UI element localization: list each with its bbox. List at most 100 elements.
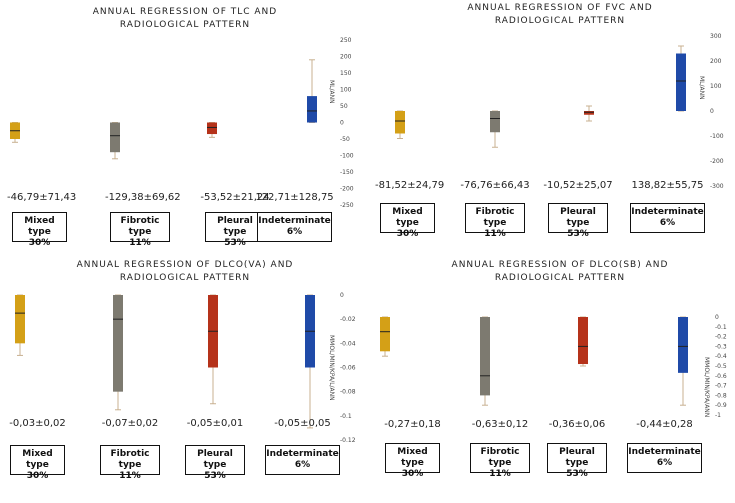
y-tick-label: -200	[710, 158, 724, 165]
box	[207, 122, 217, 135]
category-label-box: Fibrotic type 11%	[470, 443, 530, 479]
y-tick-label: 250	[340, 37, 352, 44]
category-percent: 6%	[659, 218, 676, 228]
category-percent: 11%	[489, 469, 511, 479]
y-tick-label: 150	[340, 70, 352, 77]
stat-label: -81,52±24,79	[375, 180, 445, 191]
stat-label: -0,03±0,02	[9, 418, 66, 429]
stat-label: -0,44±0,28	[636, 419, 693, 430]
box	[676, 53, 686, 111]
chart-title: ANNUAL REGRESSION OF FVC AND RADIOLOGICAL…	[445, 2, 675, 28]
chart-title-line: ANNUAL REGRESSION OF FVC AND	[467, 3, 653, 13]
category-label-box: Mixed type 30%	[10, 445, 65, 481]
box	[307, 96, 317, 123]
chart-panel: ANNUAL REGRESSION OF TLC AND RADIOLOGICAL…	[0, 0, 365, 248]
category-label-box: Indeterminate 6%	[265, 445, 340, 475]
chart-title-line: ANNUAL REGRESSION OF DLCO(VA) AND	[76, 260, 294, 270]
category-name: Mixed type	[392, 207, 423, 228]
category-name: Indeterminate	[266, 449, 339, 459]
category-name: Indeterminate	[258, 216, 331, 226]
category-label-box: Fibrotic type 11%	[100, 445, 160, 481]
category-label-box: Indeterminate 6%	[627, 443, 702, 473]
chart-title-line: ANNUAL REGRESSION OF DLCO(SB) AND	[451, 260, 669, 270]
y-tick-label: -250	[340, 202, 354, 209]
y-axis-label: ML/ANN	[328, 80, 335, 104]
stat-label: -0,05±0,01	[186, 418, 244, 429]
y-tick-label: -100	[710, 133, 724, 140]
category-label-box: Pleural type 53%	[185, 445, 245, 481]
box	[584, 111, 594, 115]
y-tick-label: -0.02	[340, 316, 356, 323]
category-percent: 53%	[567, 229, 589, 239]
chart-panel: ANNUAL REGRESSION OF DLCO(VA) AND RADIOLO…	[0, 255, 365, 503]
stat-label: -0,63±0,12	[471, 419, 529, 430]
plot-area: 0 -0.02 -0.04 -0.06 -0.08 -0.1 -0.12	[15, 292, 356, 444]
category-name: Mixed type	[24, 216, 55, 237]
stat-label: -53,52±21,24	[200, 192, 270, 203]
category-percent: 11%	[484, 229, 506, 239]
box	[15, 295, 25, 344]
category-name: Fibrotic type	[110, 449, 150, 470]
chart-title-line: ANNUAL REGRESSION OF TLC AND	[92, 7, 278, 17]
category-name: Indeterminate	[628, 447, 701, 457]
category-name: Mixed type	[22, 449, 53, 470]
category-name: Pleural type	[197, 449, 233, 470]
category-label-box: Indeterminate 6%	[630, 203, 705, 233]
box	[113, 295, 123, 392]
y-axis-label: ML/ANN	[698, 76, 705, 100]
y-tick-label: 0	[715, 314, 719, 321]
y-axis-label: MMOL/MIN/KPA/ANN	[703, 357, 710, 418]
box	[395, 111, 405, 134]
category-label-box: Mixed type 30%	[12, 212, 67, 248]
category-label-box: Fibrotic type 11%	[110, 212, 170, 248]
y-tick-label: -0.12	[340, 437, 356, 444]
category-percent: 53%	[204, 471, 226, 481]
stat-label: 122,71±128,75	[255, 192, 334, 203]
category-label-box: Indeterminate 6%	[257, 212, 332, 242]
y-tick-label: -0.1	[715, 324, 727, 331]
chart-title-line: RADIOLOGICAL PATTERN	[494, 16, 626, 26]
category-name: Pleural type	[559, 447, 595, 468]
category-label-box: Mixed type 30%	[385, 443, 440, 479]
box	[380, 317, 390, 352]
chart-title: ANNUAL REGRESSION OF TLC AND RADIOLOGICAL…	[70, 6, 300, 32]
y-tick-label: 0	[710, 108, 714, 115]
category-percent: 6%	[286, 227, 303, 237]
stat-label: -0,07±0,02	[101, 418, 159, 429]
category-percent: 30%	[401, 469, 424, 479]
y-tick-label: 100	[340, 87, 352, 94]
y-tick-label: -50	[340, 136, 350, 143]
chart-panel: ANNUAL REGRESSION OF FVC AND RADIOLOGICAL…	[365, 0, 735, 248]
y-tick-label: -0.8	[715, 392, 727, 399]
chart-panel: ANNUAL REGRESSION OF DLCO(SB) AND RADIOLO…	[365, 255, 735, 503]
y-tick-label: -0.3	[715, 343, 727, 350]
category-percent: 11%	[119, 471, 141, 481]
y-tick-label: -0.1	[340, 413, 352, 420]
y-tick-label: -300	[710, 183, 724, 190]
y-tick-label: -150	[340, 169, 354, 176]
stat-label: -10,52±25,07	[543, 180, 613, 191]
stat-label: -46,79±71,43	[7, 192, 77, 203]
category-name: Fibrotic type	[475, 207, 515, 228]
y-tick-label: -0.9	[715, 402, 727, 409]
chart-title-line: RADIOLOGICAL PATTERN	[494, 273, 626, 283]
box	[678, 317, 688, 373]
category-percent: 30%	[396, 229, 419, 239]
y-tick-label: -0.04	[340, 340, 356, 347]
category-name: Mixed type	[397, 447, 428, 468]
plot-area: 0 -0.1 -0.2 -0.3 -0.4 -0.5 -0.6 -0.7 -0.8 -0.9 -1	[380, 314, 727, 419]
chart-title: ANNUAL REGRESSION OF DLCO(SB) AND RADIOLO…	[435, 259, 685, 285]
category-percent: 53%	[224, 238, 246, 248]
stat-label: -0,27±0,18	[384, 419, 441, 430]
stat-label: -76,76±66,43	[460, 180, 530, 191]
chart-title-line: RADIOLOGICAL PATTERN	[119, 20, 251, 30]
y-tick-label: -0.5	[715, 363, 727, 370]
y-tick-label: 0	[340, 120, 344, 127]
y-tick-label: -1	[715, 412, 721, 419]
stat-label: -0,36±0,06	[548, 419, 606, 430]
y-tick-label: -100	[340, 153, 354, 160]
category-percent: 53%	[566, 469, 588, 479]
plot-area: 250 200 150 100 50 0 -50 -100 -150 -200 -250	[10, 37, 354, 209]
category-label-box: Fibrotic type 11%	[465, 203, 525, 239]
